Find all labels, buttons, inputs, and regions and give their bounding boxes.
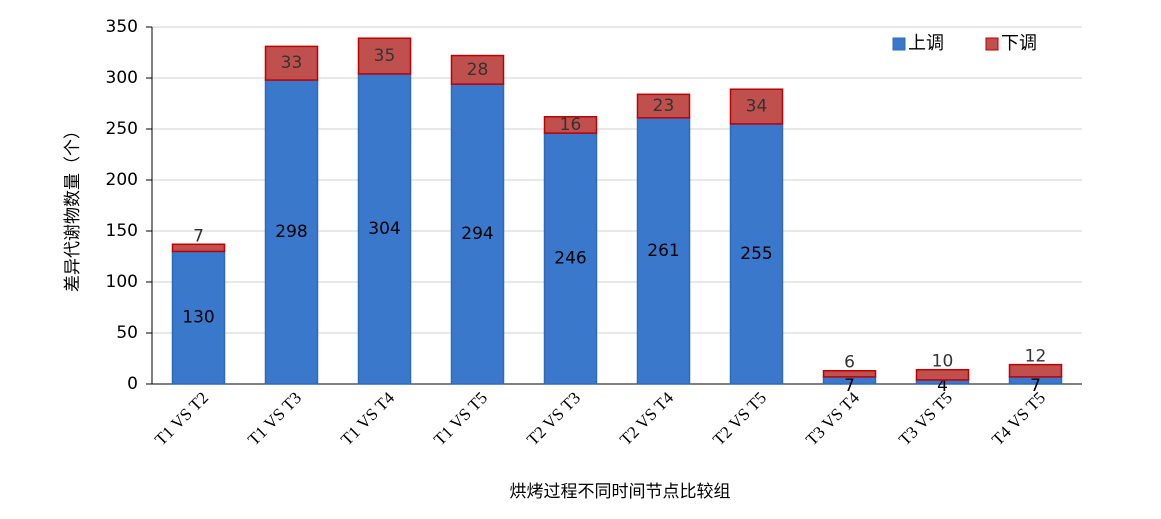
data-label: 33 bbox=[281, 53, 303, 73]
bar-segment bbox=[171, 250, 226, 385]
bar-segment bbox=[729, 123, 784, 385]
x-tick-label: T3 VS T5 bbox=[895, 388, 956, 449]
data-label: 255 bbox=[740, 244, 772, 264]
x-tick-label: T1 VS T3 bbox=[244, 388, 305, 449]
data-label: 16 bbox=[560, 115, 582, 135]
bar-segment bbox=[264, 79, 319, 385]
data-label: 10 bbox=[932, 352, 954, 372]
x-tick-label: T2 VS T4 bbox=[616, 388, 677, 449]
bar-segment bbox=[915, 368, 970, 381]
data-label: 34 bbox=[746, 97, 768, 117]
bar-segment bbox=[729, 88, 784, 125]
x-tick-label: T1 VS T5 bbox=[430, 388, 491, 449]
y-tick-label: 150 bbox=[106, 221, 138, 241]
bar-segment bbox=[357, 37, 412, 75]
x-tick-label: T1 VS T2 bbox=[151, 388, 212, 449]
data-label: 261 bbox=[647, 241, 679, 261]
bar-segment bbox=[636, 93, 691, 119]
x-tick-label: T2 VS T5 bbox=[709, 388, 770, 449]
bar-segment bbox=[357, 73, 412, 385]
data-label: 298 bbox=[275, 222, 307, 242]
bar-segment bbox=[450, 83, 505, 385]
x-axis-title: 烘烤过程不同时间节点比较组 bbox=[510, 482, 731, 501]
data-label: 130 bbox=[182, 308, 214, 328]
x-tick-label: T2 VS T3 bbox=[523, 388, 584, 449]
data-label: 304 bbox=[368, 219, 400, 239]
legend-label: 下调 bbox=[1001, 33, 1037, 54]
data-label: 7 bbox=[1030, 376, 1041, 396]
bar-segment bbox=[1008, 363, 1063, 378]
legend-label: 上调 bbox=[908, 33, 944, 54]
bar-segment bbox=[822, 369, 877, 378]
data-label: 7 bbox=[844, 376, 855, 396]
y-tick-label: 250 bbox=[106, 119, 138, 139]
data-label: 4 bbox=[937, 376, 948, 396]
x-tick-label: T3 VS T4 bbox=[802, 388, 863, 449]
y-tick-label: 0 bbox=[127, 374, 138, 394]
y-tick-label: 50 bbox=[116, 323, 138, 343]
legend-swatch bbox=[985, 37, 999, 51]
y-tick-label: 350 bbox=[106, 17, 138, 37]
data-label: 7 bbox=[193, 226, 204, 246]
x-tick-label: T1 VS T4 bbox=[337, 388, 398, 449]
bar-segment bbox=[171, 243, 226, 253]
bar-segment bbox=[543, 132, 598, 385]
data-label: 28 bbox=[467, 60, 489, 80]
legend-swatch bbox=[892, 37, 906, 51]
data-label: 12 bbox=[1025, 347, 1047, 367]
bar-segment bbox=[450, 54, 505, 85]
data-label: 294 bbox=[461, 224, 493, 244]
data-label: 6 bbox=[844, 353, 855, 373]
data-label: 246 bbox=[554, 249, 586, 269]
x-tick-label: T4 VS T5 bbox=[988, 388, 1049, 449]
data-label: 23 bbox=[653, 96, 675, 116]
y-tick-label: 300 bbox=[106, 68, 138, 88]
bar-segment bbox=[264, 45, 319, 81]
y-tick-label: 200 bbox=[106, 170, 138, 190]
y-tick-label: 100 bbox=[106, 272, 138, 292]
data-label: 35 bbox=[374, 46, 396, 66]
bar-segment bbox=[543, 116, 598, 134]
y-axis-title: 差异代谢物数量（个） bbox=[63, 122, 82, 292]
